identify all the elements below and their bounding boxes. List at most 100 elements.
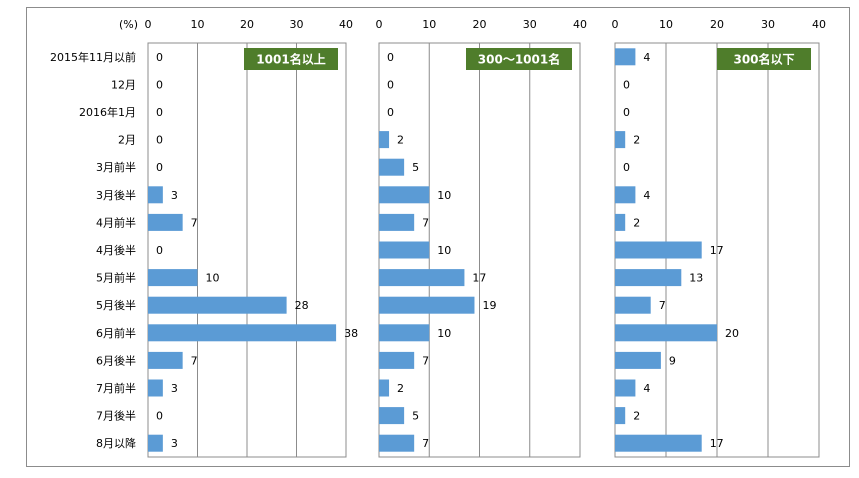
bar	[379, 379, 390, 397]
data-label: 7	[422, 437, 429, 450]
data-label: 4	[643, 189, 650, 202]
data-label: 28	[295, 299, 309, 312]
panel-title-badge	[717, 48, 811, 70]
tick-label: 30	[523, 18, 537, 31]
data-label: 38	[344, 327, 358, 340]
bar	[615, 241, 702, 259]
bar	[379, 351, 415, 369]
tick-label: 20	[473, 18, 487, 31]
tick-label: 30	[761, 18, 775, 31]
bar	[615, 324, 717, 342]
bar	[615, 434, 702, 452]
bar	[379, 269, 465, 287]
data-label: 0	[156, 134, 163, 147]
category-label: 6月前半	[96, 326, 136, 340]
bar	[379, 434, 415, 452]
tick-label: 40	[573, 18, 587, 31]
data-label: 13	[689, 272, 703, 285]
data-label: 0	[156, 410, 163, 423]
data-label: 7	[659, 299, 666, 312]
bar	[148, 379, 163, 397]
bar	[615, 351, 661, 369]
bar	[148, 351, 183, 369]
bar	[379, 296, 475, 314]
category-label: 8月以降	[96, 436, 136, 450]
tick-label: 30	[290, 18, 304, 31]
data-label: 2	[633, 410, 640, 423]
panel-title: 1001名以上	[256, 52, 325, 67]
data-label: 10	[437, 327, 451, 340]
tick-label: 10	[191, 18, 205, 31]
data-label: 7	[191, 216, 198, 229]
bar	[379, 131, 390, 149]
data-label: 17	[472, 272, 486, 285]
panel-title-badge	[466, 48, 572, 70]
data-label: 3	[171, 437, 178, 450]
tick-label: 0	[612, 18, 619, 31]
bar	[379, 324, 430, 342]
tick-label: 20	[710, 18, 724, 31]
bar	[615, 296, 651, 314]
data-label: 0	[623, 161, 630, 174]
category-label: 12月	[111, 78, 136, 91]
bar	[615, 186, 636, 204]
data-label: 9	[669, 354, 676, 367]
tick-label: 10	[422, 18, 436, 31]
data-label: 20	[725, 327, 739, 340]
category-label: 2015年11月以前	[50, 50, 136, 64]
data-label: 10	[437, 244, 451, 257]
category-label: 5月前半	[96, 271, 136, 285]
panel-title: 300名以下	[733, 52, 794, 67]
data-label: 7	[422, 216, 429, 229]
data-label: 0	[156, 106, 163, 119]
data-label: 0	[156, 244, 163, 257]
panel-title-badge	[244, 48, 338, 70]
data-label: 2	[633, 216, 640, 229]
bar	[615, 48, 636, 66]
data-label: 4	[643, 382, 650, 395]
tick-label: 40	[812, 18, 826, 31]
bar	[615, 379, 636, 397]
bar	[379, 241, 430, 259]
tick-label: 40	[339, 18, 353, 31]
data-label: 17	[710, 437, 724, 450]
bar	[615, 269, 682, 287]
data-label: 0	[623, 106, 630, 119]
tick-label: 20	[240, 18, 254, 31]
data-label: 10	[437, 189, 451, 202]
data-label: 10	[206, 272, 220, 285]
data-label: 2	[397, 134, 404, 147]
data-label: 7	[191, 354, 198, 367]
chart-frame	[26, 7, 850, 467]
panel-title: 300～1001名	[478, 52, 560, 67]
data-label: 0	[156, 161, 163, 174]
category-label: 3月前半	[96, 160, 136, 174]
bar	[615, 131, 626, 149]
category-label: 2016年1月	[79, 105, 136, 119]
bar	[148, 434, 163, 452]
category-label: 2月	[118, 134, 136, 147]
data-label: 0	[156, 51, 163, 64]
data-label: 5	[412, 410, 419, 423]
data-label: 0	[623, 78, 630, 91]
category-label: 7月後半	[96, 409, 136, 423]
bar	[148, 296, 287, 314]
data-label: 0	[387, 106, 394, 119]
data-label: 3	[171, 382, 178, 395]
bar	[148, 213, 183, 231]
bar	[148, 324, 337, 342]
bar	[379, 407, 405, 425]
data-label: 7	[422, 354, 429, 367]
bar	[615, 407, 626, 425]
bar	[379, 213, 415, 231]
unit-label: (%)	[119, 18, 138, 31]
category-label: 4月前半	[96, 215, 136, 229]
bar	[148, 269, 198, 287]
data-label: 3	[171, 189, 178, 202]
data-label: 5	[412, 161, 419, 174]
tick-label: 10	[659, 18, 673, 31]
data-label: 0	[156, 78, 163, 91]
bar	[379, 158, 405, 176]
data-label: 17	[710, 244, 724, 257]
